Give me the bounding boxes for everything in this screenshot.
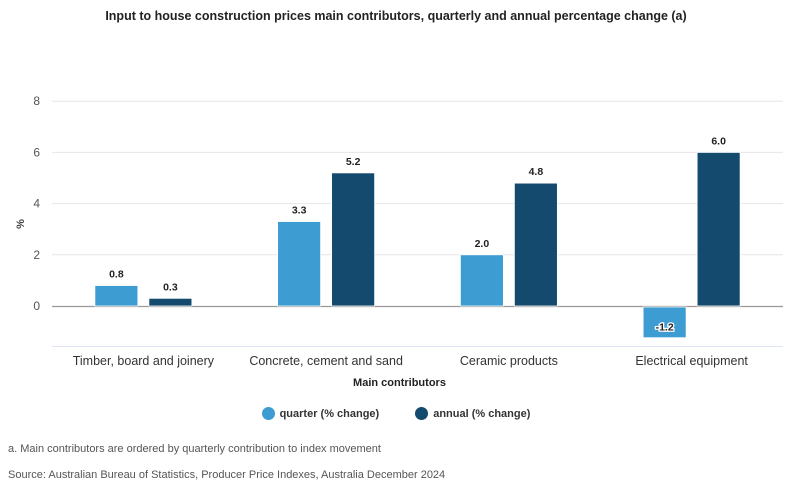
bar-annual — [513, 182, 558, 307]
y-axis-title: % — [15, 219, 27, 229]
legend: quarter (% change) annual (% change) — [0, 407, 792, 420]
x-tick-label: Timber, board and joinery — [73, 354, 215, 368]
y-tick-label: 2 — [33, 248, 40, 262]
data-label: 0.3 — [163, 281, 178, 293]
data-label: 4.8 — [529, 166, 544, 178]
legend-swatch-quarter — [261, 407, 275, 420]
bar-annual — [331, 172, 376, 307]
legend-label-quarter: quarter (% change) — [279, 407, 380, 420]
legend-swatch-annual — [415, 407, 429, 420]
data-label: 0.8 — [109, 269, 124, 281]
bar-chart: 0 2 4 6 8% Timber, board and joinery 0.8 0.3 Con… — [15, 94, 783, 389]
bar-annual — [148, 297, 193, 307]
data-label: -1.2 — [656, 322, 674, 334]
legend-label-annual: annual (% change) — [433, 407, 531, 420]
x-tick-label: Concrete, cement and sand — [249, 354, 403, 368]
y-tick-label: 6 — [33, 145, 40, 159]
x-tick-label: Ceramic products — [460, 354, 558, 368]
legend-item-quarter[interactable]: quarter (% change) — [261, 407, 380, 420]
bar-quarter — [94, 285, 139, 307]
bar-quarter — [277, 221, 322, 307]
data-label: 2.0 — [475, 238, 490, 250]
y-tick-label: 0 — [33, 299, 40, 313]
chart-title: Input to house construction prices main … — [105, 9, 687, 23]
y-tick-label: 4 — [33, 197, 40, 211]
data-label: 6.0 — [711, 135, 726, 147]
bar-annual — [696, 151, 741, 307]
footnote: a. Main contributors are ordered by quar… — [8, 443, 381, 455]
x-tick-label: Electrical equipment — [635, 354, 748, 368]
bar-quarter — [642, 306, 687, 339]
data-label: 3.3 — [292, 205, 307, 217]
y-tick-label: 8 — [33, 94, 40, 108]
x-axis-title: Main contributors — [353, 377, 446, 389]
legend-item-annual[interactable]: annual (% change) — [415, 407, 530, 420]
bar-quarter — [459, 254, 504, 307]
data-label: 5.2 — [346, 156, 361, 168]
source-note: Source: Australian Bureau of Statistics,… — [8, 469, 446, 481]
